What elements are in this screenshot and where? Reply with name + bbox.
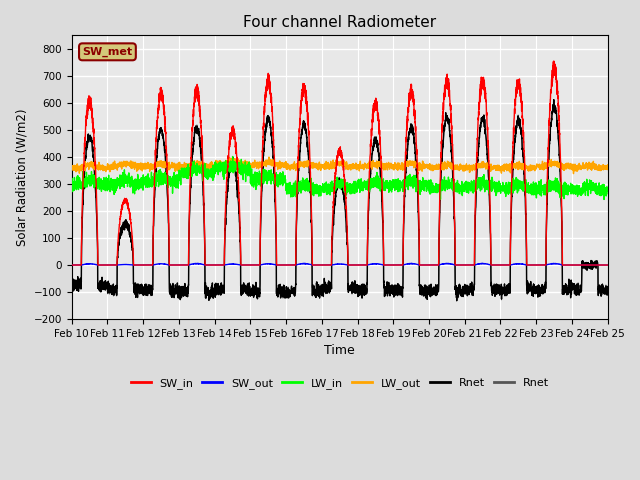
Legend: SW_in, SW_out, LW_in, LW_out, Rnet, Rnet: SW_in, SW_out, LW_in, LW_out, Rnet, Rnet — [126, 373, 553, 393]
Title: Four channel Radiometer: Four channel Radiometer — [243, 15, 436, 30]
Y-axis label: Solar Radiation (W/m2): Solar Radiation (W/m2) — [15, 108, 28, 246]
X-axis label: Time: Time — [324, 344, 355, 357]
Text: SW_met: SW_met — [83, 47, 132, 57]
